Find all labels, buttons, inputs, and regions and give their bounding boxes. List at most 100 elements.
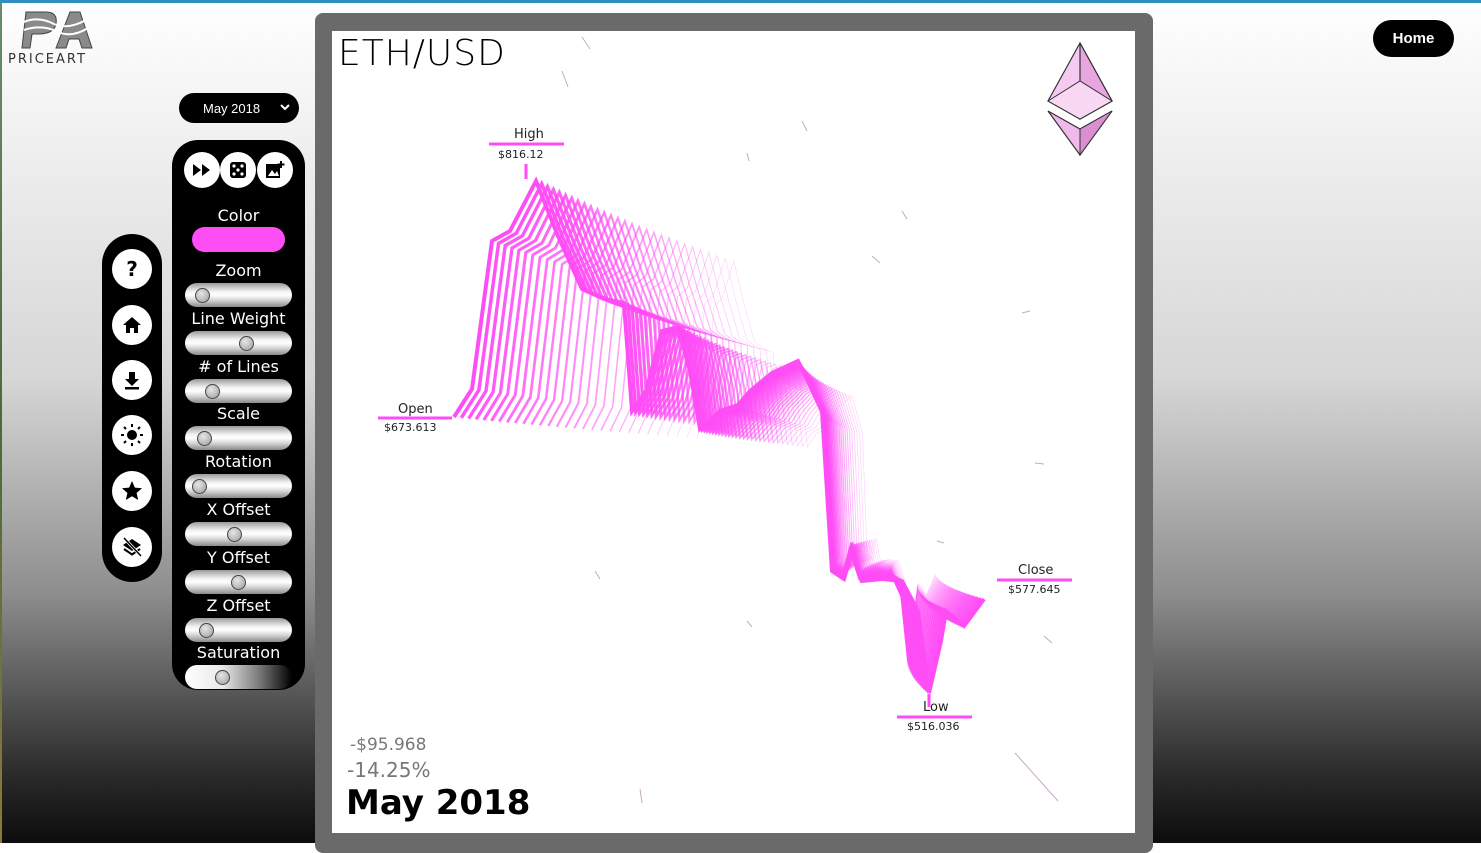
slider-z-offset[interactable] (185, 617, 292, 642)
background-edge (0, 3, 2, 843)
price-line-echo (467, 182, 980, 690)
slider-label: Zoom (215, 261, 262, 280)
help-icon: ? (126, 258, 138, 280)
background-speck (901, 210, 908, 220)
low-label: Low (923, 700, 949, 715)
color-label: Color (217, 206, 260, 225)
slider-label: X Offset (206, 500, 271, 519)
chevron-down-icon (280, 104, 290, 111)
slider-line-weight[interactable] (185, 330, 292, 355)
slider-label: Y Offset (207, 547, 270, 567)
download-button[interactable] (112, 360, 152, 400)
slider-scale[interactable] (185, 426, 292, 451)
slider-label: # of Lines (198, 356, 279, 376)
help-button[interactable]: ? (112, 249, 152, 289)
background-speck (639, 788, 643, 804)
layers-off-icon (122, 536, 143, 558)
layers-toggle-button[interactable] (112, 527, 152, 567)
price-line-echo (538, 209, 957, 675)
fast-forward-button[interactable] (184, 152, 220, 188)
price-art-svg (378, 36, 1072, 804)
slider-knob[interactable] (239, 335, 255, 351)
slider-of-lines[interactable] (185, 378, 292, 403)
add-image-button[interactable] (257, 152, 293, 188)
background-speck (801, 120, 808, 132)
slider-knob[interactable] (191, 479, 207, 495)
artwork-month: May 2018 (346, 783, 531, 823)
slider-zoom[interactable] (185, 283, 292, 307)
slider-knob[interactable] (194, 288, 210, 303)
open-value: $673.613 (384, 421, 437, 434)
slider-rotation[interactable] (185, 474, 292, 499)
artwork-canvas[interactable]: ETH/USD High $816.12 Open $673.613 Close… (332, 31, 1135, 833)
dice-icon (230, 162, 246, 178)
price-line-echo (474, 185, 977, 689)
background-speck (871, 255, 881, 264)
logo-text: PRICEART (8, 52, 87, 67)
background-speck (746, 620, 753, 628)
month-select-value: May 2018 (203, 100, 261, 116)
home-nav-button[interactable] (112, 305, 152, 345)
slider-saturation[interactable] (185, 665, 292, 690)
priceart-logo[interactable]: PRICEART (8, 8, 100, 68)
pair-title: ETH/USD (338, 33, 506, 74)
ethereum-icon (1047, 41, 1113, 157)
slider-x-offset[interactable] (185, 522, 292, 546)
favorite-button[interactable] (112, 471, 152, 511)
color-picker[interactable] (192, 227, 285, 252)
price-line-echo (647, 245, 939, 654)
slider-label: Line Weight (191, 308, 286, 328)
price-line-echo (482, 188, 974, 687)
price-line-echo (676, 254, 937, 649)
change-percent: -14.25% (347, 758, 431, 782)
background-speck (746, 152, 750, 162)
price-line (452, 176, 986, 694)
slider-knob[interactable] (226, 527, 242, 542)
slider-knob[interactable] (214, 670, 230, 686)
price-line-echo (564, 218, 951, 670)
add-image-icon (266, 161, 285, 178)
price-line-echo (490, 191, 971, 685)
background-speck (1043, 635, 1053, 644)
logo-mark-icon (21, 11, 93, 49)
price-line-echo (656, 248, 938, 652)
background-speck (581, 36, 591, 50)
slider-knob[interactable] (204, 383, 220, 399)
slider-y-offset[interactable] (185, 569, 292, 594)
home-button[interactable]: Home (1373, 20, 1454, 57)
slider-label: Z Offset (206, 595, 271, 615)
download-icon (125, 372, 139, 390)
window-top-bar (0, 0, 1481, 3)
randomize-button[interactable] (220, 152, 256, 188)
brightness-button[interactable] (112, 415, 152, 455)
close-value: $577.645 (1008, 583, 1061, 596)
slider-knob[interactable] (199, 622, 215, 638)
background-speck (1034, 462, 1045, 465)
price-line-echo (609, 233, 943, 661)
price-line-echo (600, 230, 945, 663)
price-line-echo (666, 251, 938, 651)
background-speck (1014, 752, 1059, 802)
high-label: High (514, 127, 544, 142)
star-icon (122, 481, 142, 500)
slider-label: Saturation (196, 643, 281, 663)
slider-label: Scale (216, 404, 261, 424)
side-toolbar: ? (102, 234, 162, 582)
background-speck (594, 570, 601, 580)
home-icon (123, 317, 141, 333)
price-line-echo (628, 239, 941, 658)
slider-label: Rotation (205, 452, 272, 472)
background-speck (1021, 310, 1031, 314)
slider-knob[interactable] (196, 431, 212, 447)
brightness-icon (121, 424, 143, 446)
background-speck (936, 540, 945, 544)
close-label: Close (1018, 563, 1054, 578)
open-label: Open (398, 402, 433, 417)
low-value: $516.036 (907, 720, 960, 733)
background-speck (561, 70, 569, 88)
high-value: $816.12 (498, 148, 544, 161)
slider-knob[interactable] (231, 574, 246, 590)
change-absolute: -$95.968 (350, 735, 427, 755)
fast-forward-icon (193, 164, 210, 176)
month-select[interactable]: May 2018 (179, 93, 299, 123)
